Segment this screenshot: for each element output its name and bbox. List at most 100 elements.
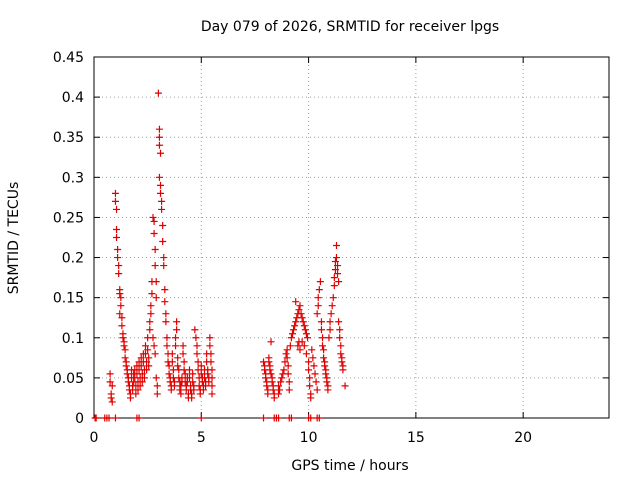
data-point (151, 246, 159, 254)
data-point (190, 386, 198, 394)
data-point (189, 370, 197, 378)
data-point (174, 354, 182, 362)
data-point (314, 302, 322, 310)
data-point (122, 362, 130, 370)
data-point (165, 362, 173, 370)
data-point (326, 326, 334, 334)
plot-area-frame (93, 56, 610, 419)
y-tick-label: 0.25 (53, 210, 84, 226)
data-point (192, 334, 200, 342)
data-point (142, 350, 149, 358)
data-point (140, 374, 148, 382)
data-point (194, 358, 202, 366)
data-point (301, 326, 309, 334)
data-points (91, 89, 349, 422)
data-point (328, 302, 336, 310)
chart-title: Day 079 of 2026, SRMTID for receiver lpg… (201, 19, 499, 35)
data-point (120, 342, 128, 350)
data-point (308, 346, 316, 354)
data-point (267, 338, 275, 346)
data-point (306, 374, 314, 382)
data-point (277, 378, 285, 386)
data-point (179, 350, 187, 358)
data-point (275, 390, 283, 398)
data-point (322, 370, 330, 378)
data-point (155, 133, 163, 141)
data-point (283, 354, 291, 362)
data-point (158, 205, 166, 213)
data-point (196, 390, 204, 398)
data-point (334, 270, 342, 278)
data-point (335, 318, 343, 326)
data-point (315, 414, 323, 422)
data-point (302, 330, 310, 338)
data-point (163, 334, 171, 342)
data-point (300, 342, 308, 350)
data-point (189, 378, 197, 386)
data-point (275, 382, 283, 390)
data-point (197, 362, 205, 370)
data-point (310, 362, 318, 370)
data-point (311, 370, 319, 378)
data-point (268, 378, 276, 386)
data-point (144, 346, 152, 354)
data-point (119, 334, 127, 342)
data-point (136, 382, 144, 390)
data-point (150, 229, 158, 237)
data-point (338, 358, 346, 366)
data-point (137, 362, 145, 370)
data-point (197, 370, 205, 378)
data-point (155, 141, 163, 149)
data-point (329, 294, 337, 302)
data-point (138, 378, 146, 386)
data-point (123, 370, 131, 378)
data-point (323, 378, 331, 386)
data-point (114, 254, 122, 262)
data-point (117, 302, 125, 310)
data-point (163, 342, 171, 350)
data-point (146, 326, 154, 334)
y-tick-label: 0.1 (62, 331, 84, 347)
data-point (335, 278, 343, 286)
data-point (113, 225, 121, 233)
data-point (319, 334, 327, 342)
data-point (199, 386, 207, 394)
data-point (148, 290, 156, 298)
y-tick-label: 0.05 (53, 371, 84, 387)
data-point (341, 382, 349, 390)
data-point (115, 270, 123, 278)
x-tick-label: 10 (300, 430, 318, 446)
data-point (330, 274, 338, 282)
data-point (324, 386, 332, 394)
data-point (165, 370, 173, 378)
data-point (316, 278, 324, 286)
data-point (116, 310, 124, 318)
data-point (275, 414, 283, 422)
data-point (160, 262, 168, 270)
data-point (155, 173, 163, 181)
data-point (145, 354, 153, 362)
data-point (294, 342, 302, 350)
y-tick-label: 0.35 (53, 130, 84, 146)
data-point (283, 346, 291, 354)
data-point (336, 334, 344, 342)
data-point (145, 362, 153, 370)
data-point (207, 350, 215, 358)
data-point (269, 386, 277, 394)
y-tick-label: 0.3 (62, 170, 84, 186)
data-point (296, 346, 304, 354)
data-point (174, 362, 182, 370)
data-point (332, 254, 340, 262)
x-tick-label: 15 (407, 430, 425, 446)
data-point (206, 342, 214, 350)
data-point (313, 310, 321, 318)
data-point (155, 125, 163, 133)
data-point (152, 294, 160, 302)
data-point (208, 382, 216, 390)
data-point (314, 294, 322, 302)
data-point (260, 414, 268, 422)
data-point (151, 350, 159, 358)
data-point (208, 366, 216, 374)
data-point (193, 350, 201, 358)
